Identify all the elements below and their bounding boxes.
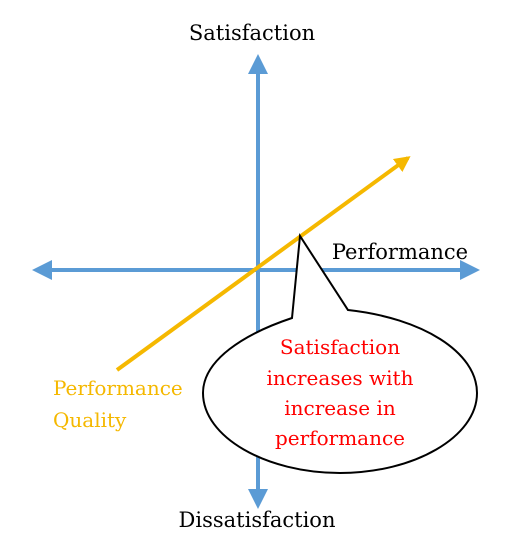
performance-quality-line	[115, 156, 411, 372]
callout-bubble	[201, 233, 479, 475]
performance-quality-label-line1: Performance	[53, 376, 183, 400]
performance-quality-label-line2: Quality	[53, 408, 127, 432]
performance-axis-label: Performance	[332, 240, 468, 264]
callout-text-line3: increase in	[284, 396, 396, 420]
satisfaction-label: Satisfaction	[189, 21, 315, 45]
dissatisfaction-label: Dissatisfaction	[179, 508, 336, 532]
callout-text-line4: performance	[275, 426, 405, 450]
callout-text-line2: increases with	[267, 366, 414, 390]
callout-text-line1: Satisfaction	[280, 335, 400, 359]
